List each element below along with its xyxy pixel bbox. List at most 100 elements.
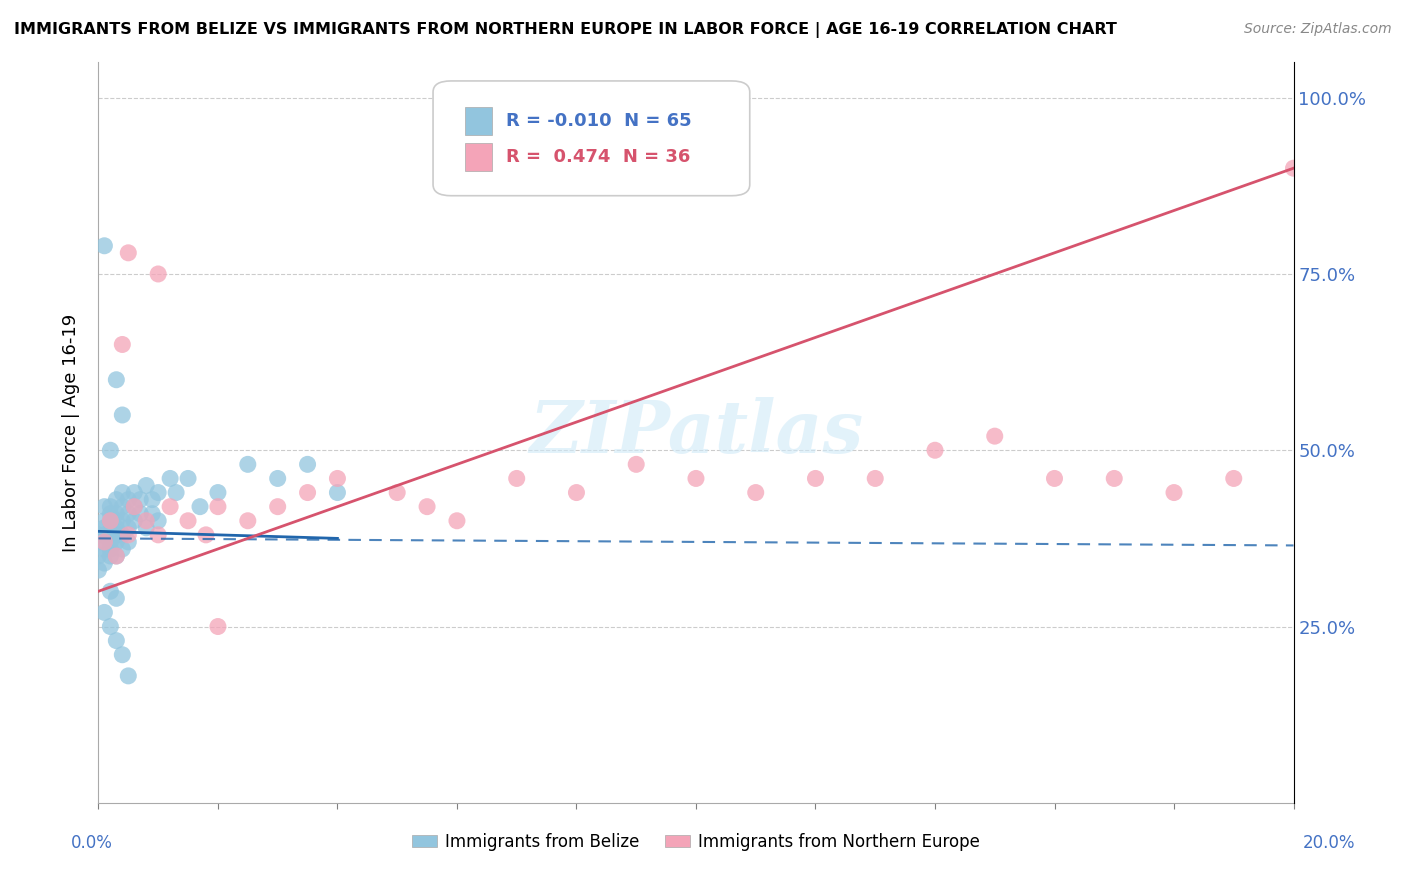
Point xyxy=(87,563,110,577)
Point xyxy=(111,337,134,351)
Point xyxy=(141,492,163,507)
Point xyxy=(177,514,200,528)
Point xyxy=(416,500,439,514)
Point xyxy=(111,528,134,542)
Point xyxy=(98,549,122,563)
Point xyxy=(506,471,529,485)
Text: R = -0.010  N = 65: R = -0.010 N = 65 xyxy=(506,112,692,130)
Point xyxy=(105,521,128,535)
Point xyxy=(124,500,146,514)
Point xyxy=(148,528,170,542)
Point xyxy=(111,408,134,422)
Point xyxy=(141,507,163,521)
Point xyxy=(117,507,139,521)
Legend: Immigrants from Belize, Immigrants from Northern Europe: Immigrants from Belize, Immigrants from … xyxy=(405,826,987,857)
Point xyxy=(105,492,128,507)
Point xyxy=(111,485,134,500)
Text: ZIPatlas: ZIPatlas xyxy=(529,397,863,468)
Point xyxy=(1043,471,1066,485)
Text: IMMIGRANTS FROM BELIZE VS IMMIGRANTS FROM NORTHERN EUROPE IN LABOR FORCE | AGE 1: IMMIGRANTS FROM BELIZE VS IMMIGRANTS FRO… xyxy=(14,22,1116,38)
Point xyxy=(159,500,181,514)
Point xyxy=(236,458,259,472)
Point xyxy=(207,500,229,514)
Point xyxy=(87,549,110,563)
Point xyxy=(565,485,588,500)
Text: Source: ZipAtlas.com: Source: ZipAtlas.com xyxy=(1244,22,1392,37)
Text: 20.0%: 20.0% xyxy=(1302,834,1355,852)
Point xyxy=(117,669,139,683)
Point xyxy=(207,619,229,633)
Point xyxy=(93,541,115,556)
Point xyxy=(148,267,170,281)
Point xyxy=(446,514,468,528)
Point xyxy=(297,485,319,500)
Point xyxy=(93,556,115,570)
Point xyxy=(93,514,115,528)
Point xyxy=(98,584,122,599)
Point xyxy=(326,485,349,500)
Point xyxy=(1104,471,1126,485)
Point xyxy=(105,549,128,563)
Point xyxy=(207,485,229,500)
Point xyxy=(87,528,110,542)
Point xyxy=(105,535,128,549)
Point xyxy=(93,606,115,620)
Point xyxy=(124,514,146,528)
Point xyxy=(984,429,1007,443)
Point xyxy=(148,485,170,500)
Point xyxy=(105,528,128,542)
Point xyxy=(267,471,290,485)
Point xyxy=(626,458,648,472)
Point xyxy=(135,521,157,535)
Y-axis label: In Labor Force | Age 16-19: In Labor Force | Age 16-19 xyxy=(62,313,80,552)
Point xyxy=(98,535,122,549)
Point xyxy=(135,514,157,528)
Point xyxy=(111,648,134,662)
Point xyxy=(177,471,200,485)
Point xyxy=(117,245,139,260)
Point xyxy=(804,471,827,485)
Point xyxy=(135,478,157,492)
Point xyxy=(105,633,128,648)
Point xyxy=(98,528,122,542)
Point xyxy=(117,492,139,507)
Point xyxy=(98,500,122,514)
Text: R =  0.474  N = 36: R = 0.474 N = 36 xyxy=(506,148,690,166)
Point xyxy=(924,443,946,458)
Point xyxy=(117,521,139,535)
Point xyxy=(93,528,115,542)
Text: 0.0%: 0.0% xyxy=(70,834,112,852)
Point xyxy=(117,528,139,542)
Point xyxy=(236,514,259,528)
Point xyxy=(105,514,128,528)
Point xyxy=(111,514,134,528)
Point xyxy=(124,500,146,514)
Point xyxy=(98,528,122,542)
Point xyxy=(685,471,707,485)
Point xyxy=(98,443,122,458)
Point xyxy=(98,619,122,633)
Point xyxy=(93,500,115,514)
Point xyxy=(267,500,290,514)
Point xyxy=(98,507,122,521)
Point xyxy=(98,514,122,528)
Point xyxy=(165,485,187,500)
FancyBboxPatch shape xyxy=(433,81,749,195)
Point xyxy=(87,535,110,549)
Point xyxy=(1223,471,1246,485)
Point xyxy=(326,471,349,485)
Point xyxy=(1282,161,1305,176)
Point xyxy=(105,549,128,563)
Point xyxy=(93,239,115,253)
Point xyxy=(865,471,887,485)
Point xyxy=(93,521,115,535)
Point xyxy=(98,514,122,528)
Point xyxy=(105,373,128,387)
Point xyxy=(188,500,211,514)
Point xyxy=(129,507,152,521)
Point xyxy=(93,535,115,549)
Point xyxy=(124,485,146,500)
Point xyxy=(105,591,128,606)
Point xyxy=(297,458,319,472)
Point xyxy=(1163,485,1185,500)
